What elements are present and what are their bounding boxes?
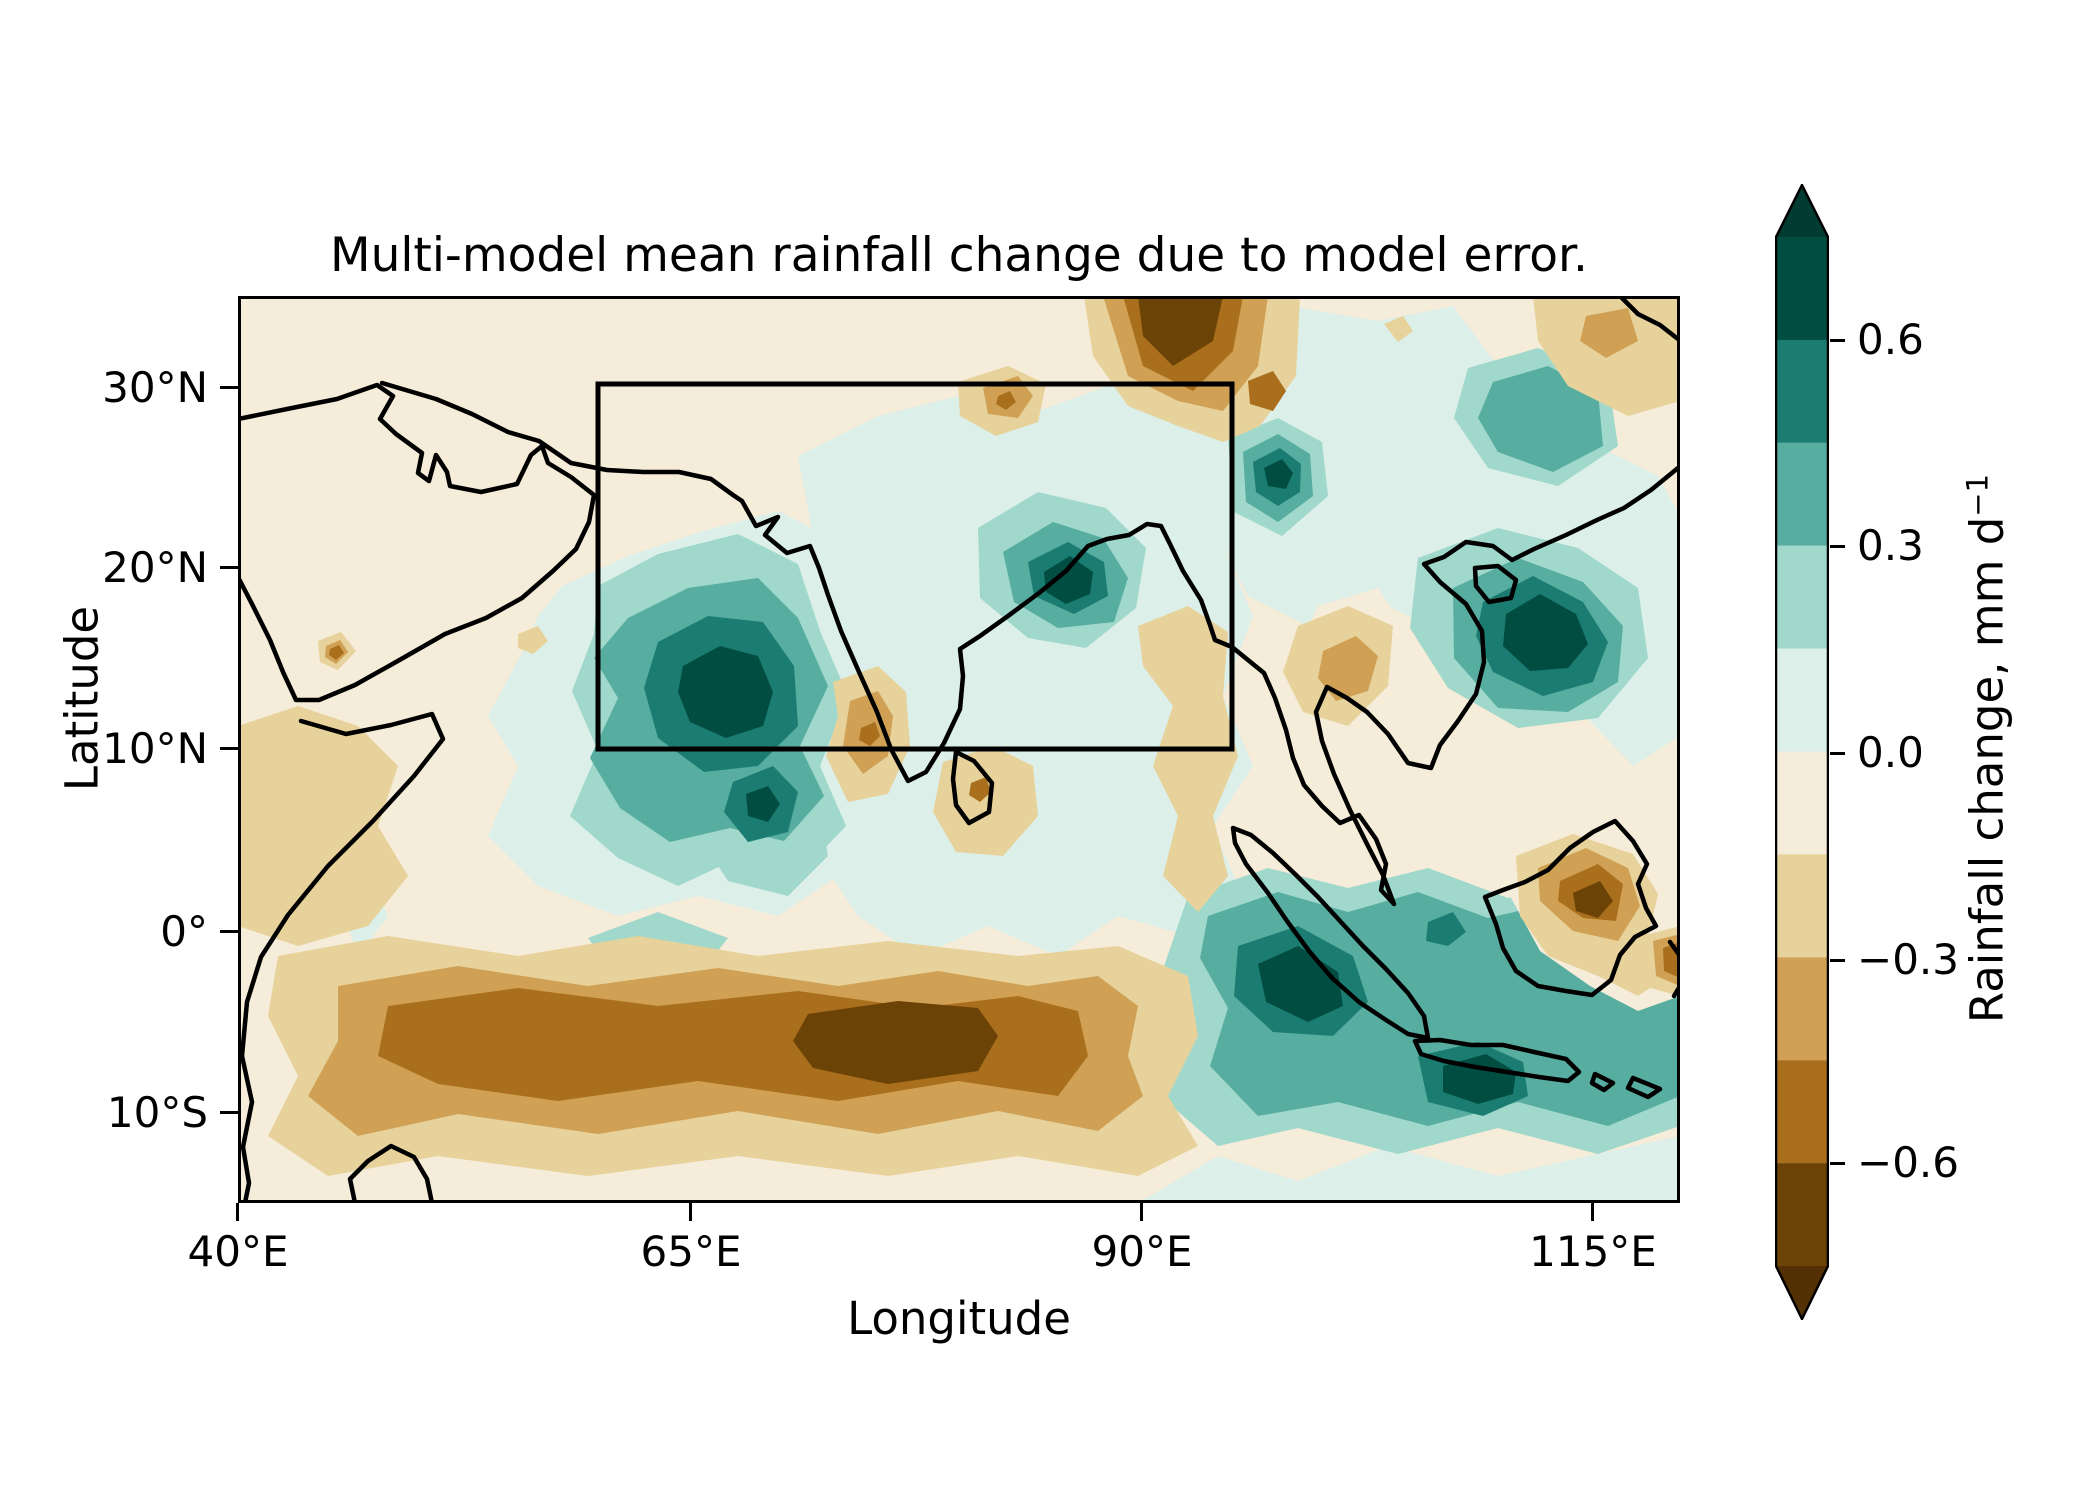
colorbar-band	[1776, 339, 1828, 443]
colorbar-extend-min-arrow	[1776, 1266, 1828, 1319]
contour-region	[1138, 606, 1238, 912]
contour-region	[1426, 912, 1466, 946]
coastline-borneo	[1482, 818, 1659, 998]
contour-region	[1573, 881, 1613, 918]
contour-region	[1478, 366, 1603, 472]
colorbar-tick-label-00: 0.0	[1857, 728, 1924, 777]
colorbar	[1774, 182, 1830, 1322]
contour-region	[1138, 1136, 1680, 1203]
coastline-china-yellow-sea	[1617, 293, 1681, 342]
colorbar-tick-label-neg03: −0.3	[1857, 935, 1959, 984]
colorbar-outline	[1774, 182, 1830, 1322]
colorbar-band	[1776, 957, 1828, 1061]
y-tick-label-20n: 20°N	[102, 543, 208, 592]
analysis-region-box	[595, 381, 1235, 752]
x-tick-label-40e: 40°E	[187, 1227, 289, 1276]
contour-bands-neg06-to-neg075	[793, 296, 1613, 1084]
colorbar-axis-title-text: Rainfall change, mm d	[1960, 516, 2014, 1024]
colorbar-tick-06	[1830, 339, 1845, 342]
colorbar-band	[1776, 1060, 1828, 1164]
coastline-bali-lombok	[1589, 1071, 1663, 1100]
contour-region	[1318, 636, 1378, 701]
contour-region	[1264, 459, 1293, 489]
contour-region	[329, 645, 344, 660]
contour-bands-06-to-075	[678, 459, 1588, 1104]
contour-region	[933, 746, 1038, 856]
colorbar-tick-label-neg06: −0.6	[1857, 1138, 1959, 1187]
colorbar-band	[1776, 545, 1828, 649]
colorbar-axis-title-exponent: −1	[1960, 473, 1995, 517]
contour-region	[678, 646, 773, 738]
coastline-sri-lanka	[950, 749, 995, 826]
axes-frame	[238, 296, 1680, 1203]
colorbar-extend-max-arrow	[1776, 185, 1828, 237]
colorbar-tick-03	[1830, 545, 1845, 548]
colorbar-tick-neg06	[1830, 1162, 1845, 1165]
coastline-madagascar	[347, 1143, 435, 1206]
contour-region	[996, 391, 1016, 410]
coastline-arabia	[235, 382, 597, 703]
map-plot-area	[235, 293, 1683, 1206]
colorbar-band	[1776, 442, 1828, 546]
y-tick-label-10n: 10°N	[102, 724, 208, 773]
colorbar-canvas	[1774, 182, 1830, 1322]
y-tick-mark-0	[220, 930, 238, 933]
contour-region	[746, 786, 780, 822]
coastline-sumatra	[1230, 825, 1431, 1041]
y-tick-mark-10n	[220, 747, 238, 750]
contour-region	[238, 706, 408, 946]
x-tick-mark-40e	[236, 1203, 239, 1221]
contour-region	[1138, 296, 1223, 366]
x-tick-mark-65e	[689, 1203, 692, 1221]
y-tick-label-30n: 30°N	[102, 363, 208, 412]
contour-region	[1384, 316, 1413, 342]
y-tick-label-10s: 10°S	[106, 1088, 208, 1137]
contour-region	[1580, 308, 1638, 358]
contour-region	[1044, 556, 1093, 604]
coastlines	[235, 293, 1683, 1206]
x-tick-mark-90e	[1140, 1203, 1143, 1221]
y-tick-mark-10s	[220, 1111, 238, 1114]
contour-region	[969, 777, 991, 802]
x-tick-mark-115e	[1591, 1203, 1594, 1221]
colorbar-tick-label-03: 0.3	[1857, 521, 1924, 570]
contour-map-canvas	[235, 293, 1683, 1206]
coastline-java	[1412, 1037, 1582, 1084]
contour-region	[1248, 371, 1286, 411]
colorbar-band	[1776, 648, 1828, 752]
contour-region	[793, 1001, 998, 1084]
x-tick-label-90e: 90°E	[1091, 1227, 1193, 1276]
contour-region	[859, 722, 880, 746]
x-tick-label-65e: 65°E	[640, 1227, 742, 1276]
coastline-asia-mainland	[379, 380, 1681, 907]
contour-region	[518, 626, 548, 654]
colorbar-tick-00	[1830, 752, 1845, 755]
plot-title: Multi-model mean rainfall change due to …	[330, 228, 1588, 283]
contour-region	[1503, 594, 1588, 671]
colorbar-band	[1776, 237, 1828, 340]
colorbar-band	[1776, 1163, 1828, 1267]
colorbar-band	[1776, 854, 1828, 958]
colorbar-tick-neg03	[1830, 959, 1845, 962]
colorbar-axis-title: Rainfall change, mm d−1	[1961, 299, 2014, 1199]
coastline-hainan	[1472, 563, 1519, 605]
colorbar-tick-label-06: 0.6	[1857, 315, 1924, 364]
y-tick-mark-20n	[220, 566, 238, 569]
colorbar-band	[1776, 751, 1828, 855]
coastline-africa-horn	[239, 711, 446, 1206]
y-tick-mark-30n	[220, 386, 238, 389]
y-axis-title: Latitude	[55, 605, 109, 792]
x-axis-title: Longitude	[847, 1292, 1071, 1345]
y-tick-label-0: 0°	[160, 907, 208, 956]
x-tick-label-115e: 115°E	[1529, 1227, 1657, 1276]
